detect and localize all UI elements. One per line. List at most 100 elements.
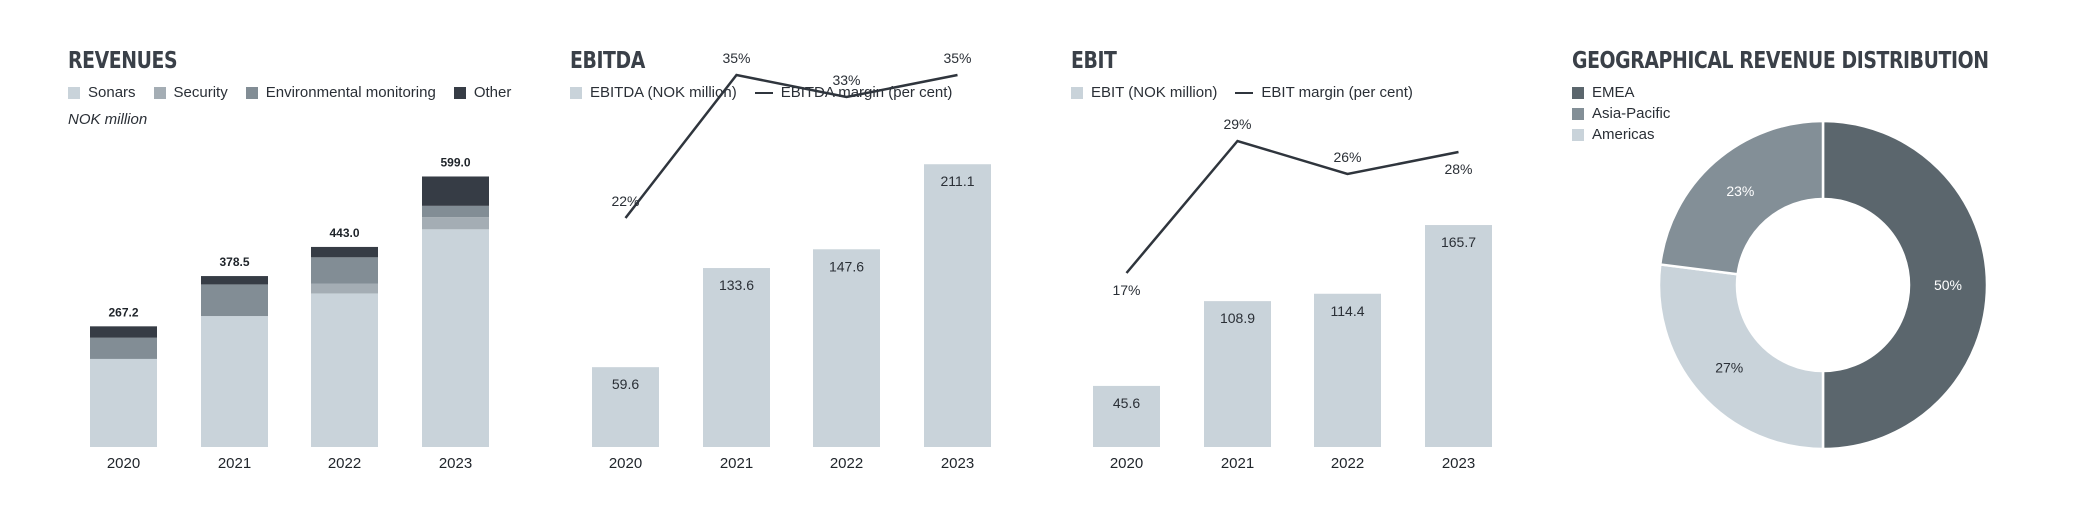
revenues-title: REVENUES bbox=[68, 48, 178, 74]
legend-label-sonars: Sonars bbox=[88, 84, 136, 101]
x-tick-2020: 2020 bbox=[1110, 455, 1143, 472]
legend-swatch-apac bbox=[1572, 107, 1584, 120]
ebitda-bar-2022 bbox=[813, 249, 880, 447]
donut-slice-emea bbox=[1821, 119, 1989, 451]
legend-swatch-other bbox=[453, 86, 466, 99]
ebitda-margin-label-2021: 35% bbox=[722, 50, 750, 66]
ebitda-bar-label-2021: 133.6 bbox=[719, 277, 754, 293]
ebit-title: EBIT bbox=[1071, 48, 1117, 74]
legend-swatch-security bbox=[153, 86, 166, 99]
revenues-unit-note: NOK million bbox=[68, 111, 148, 128]
legend-swatch-sonars bbox=[68, 86, 80, 99]
bar-env-2020 bbox=[90, 337, 157, 359]
geo-legend: EMEA Asia-Pacific Americas bbox=[1572, 84, 1670, 143]
legend-swatch-env bbox=[245, 86, 258, 99]
bar-security-2023 bbox=[422, 217, 489, 230]
legend-item-ebitda: EBITDA (NOK million) bbox=[570, 84, 737, 101]
bar-other-2021 bbox=[201, 276, 268, 285]
legend-line-ebit-margin bbox=[1235, 91, 1254, 94]
legend-label-security: Security bbox=[173, 84, 228, 101]
ebit-chart: 45.6 2020 108.9 2021 114.4 2022 165.7 2023 17% 29… bbox=[1093, 116, 1492, 472]
x-tick-2022: 2022 bbox=[328, 455, 361, 472]
bar-total-2020: 267.2 bbox=[108, 305, 138, 319]
legend-swatch-ebit bbox=[1071, 86, 1083, 99]
bar-total-2022: 443.0 bbox=[329, 226, 359, 240]
donut-slice-apac bbox=[1658, 119, 1825, 276]
legend-item-security: Security bbox=[153, 84, 228, 101]
ebitda-margin-label-2023: 35% bbox=[943, 50, 971, 66]
legend-item-ebit: EBIT (NOK million) bbox=[1071, 84, 1217, 101]
ebit-margin-label-2020: 17% bbox=[1112, 282, 1140, 298]
ebit-bar-label-2021: 108.9 bbox=[1220, 310, 1255, 326]
bar-env-2021 bbox=[201, 284, 268, 317]
ebit-legend: EBIT (NOK million) EBIT margin (per cent… bbox=[1071, 84, 1413, 101]
ebit-margin-label-2021: 29% bbox=[1223, 116, 1251, 132]
bar-sonars-2020 bbox=[90, 358, 157, 447]
ebitda-bar-2021 bbox=[703, 268, 770, 447]
ebit-bar-2020 bbox=[1093, 385, 1160, 447]
legend-line-ebitda-margin bbox=[754, 91, 773, 94]
legend-item-other: Other bbox=[453, 84, 512, 101]
legend-label-apac: Asia-Pacific bbox=[1592, 105, 1671, 122]
ebit-panel: EBIT EBIT (NOK million) EBIT margin (per… bbox=[1071, 0, 1571, 529]
bar-sonars-2022 bbox=[311, 293, 378, 447]
bar-env-2023 bbox=[422, 205, 489, 218]
ebitda-bar-2020 bbox=[592, 367, 659, 447]
legend-label-ebit-margin: EBIT margin (per cent) bbox=[1261, 84, 1413, 101]
legend-swatch-americas bbox=[1572, 128, 1584, 141]
ebit-bar-2021 bbox=[1204, 301, 1271, 447]
ebitda-margin-line bbox=[624, 73, 958, 219]
legend-item-sonars: Sonars bbox=[68, 84, 136, 101]
ebit-margin-label-2023: 28% bbox=[1444, 161, 1472, 177]
donut-label-apac: 23% bbox=[1726, 183, 1754, 199]
ebit-bar-2023 bbox=[1425, 225, 1492, 447]
x-tick-2023: 2023 bbox=[439, 455, 472, 472]
x-tick-2023: 2023 bbox=[941, 455, 974, 472]
legend-swatch-emea bbox=[1572, 86, 1584, 99]
legend-item-env: Environmental monitoring bbox=[245, 84, 436, 101]
bar-total-2023: 599.0 bbox=[440, 155, 470, 169]
donut-label-americas: 27% bbox=[1715, 360, 1743, 376]
bar-sonars-2021 bbox=[201, 316, 268, 447]
ebit-margin-label-2022: 26% bbox=[1333, 149, 1361, 165]
bar-env-2022 bbox=[311, 257, 378, 284]
ebit-bar-label-2020: 45.6 bbox=[1113, 395, 1140, 411]
legend-item-apac: Asia-Pacific bbox=[1572, 105, 1670, 122]
donut-label-emea: 50% bbox=[1934, 277, 1962, 293]
x-tick-2023: 2023 bbox=[1442, 455, 1475, 472]
revenues-panel: REVENUES Sonars Security Environmental m… bbox=[68, 0, 568, 529]
ebitda-title: EBITDA bbox=[570, 48, 645, 74]
x-tick-2021: 2021 bbox=[720, 455, 753, 472]
ebitda-margin-label-2020: 22% bbox=[611, 193, 639, 209]
x-tick-2022: 2022 bbox=[1331, 455, 1364, 472]
legend-label-emea: EMEA bbox=[1592, 84, 1635, 101]
x-tick-2021: 2021 bbox=[1221, 455, 1254, 472]
ebitda-chart: 59.6 2020 133.6 2021 147.6 2022 211.1 2023 22% 35… bbox=[592, 50, 991, 472]
ebit-bar-label-2022: 114.4 bbox=[1331, 303, 1365, 319]
donut-slice-americas bbox=[1657, 263, 1825, 451]
ebitda-margin-label-2022: 33% bbox=[832, 72, 860, 88]
x-tick-2020: 2020 bbox=[609, 455, 642, 472]
legend-label-other: Other bbox=[473, 84, 512, 101]
ebitda-bar-2023 bbox=[924, 164, 991, 447]
geo-title: GEOGRAPHICAL REVENUE DISTRIBUTION bbox=[1572, 48, 1989, 74]
ebitda-bar-label-2022: 147.6 bbox=[829, 258, 864, 274]
bar-other-2020 bbox=[90, 326, 157, 338]
bar-sonars-2023 bbox=[422, 229, 489, 447]
revenues-legend: Sonars Security Environmental monitoring… bbox=[68, 84, 511, 101]
geo-panel: GEOGRAPHICAL REVENUE DISTRIBUTION EMEA A… bbox=[1572, 0, 2052, 529]
bar-other-2023 bbox=[422, 176, 489, 206]
ebit-margin-line bbox=[1125, 139, 1459, 274]
x-tick-2021: 2021 bbox=[218, 455, 251, 472]
legend-label-env: Environmental monitoring bbox=[265, 84, 436, 101]
legend-label-ebitda: EBITDA (NOK million) bbox=[590, 84, 737, 101]
ebit-bar-2022 bbox=[1314, 293, 1381, 447]
ebitda-bar-label-2023: 211.1 bbox=[941, 173, 975, 189]
x-tick-2022: 2022 bbox=[830, 455, 863, 472]
legend-item-americas: Americas bbox=[1572, 126, 1670, 143]
legend-label-americas: Americas bbox=[1592, 126, 1655, 143]
geo-donut-chart: 50% 27% 23% bbox=[1657, 119, 1989, 451]
ebitda-bar-label-2020: 59.6 bbox=[612, 376, 639, 392]
x-tick-2020: 2020 bbox=[107, 455, 140, 472]
legend-item-ebit-margin: EBIT margin (per cent) bbox=[1235, 84, 1413, 101]
